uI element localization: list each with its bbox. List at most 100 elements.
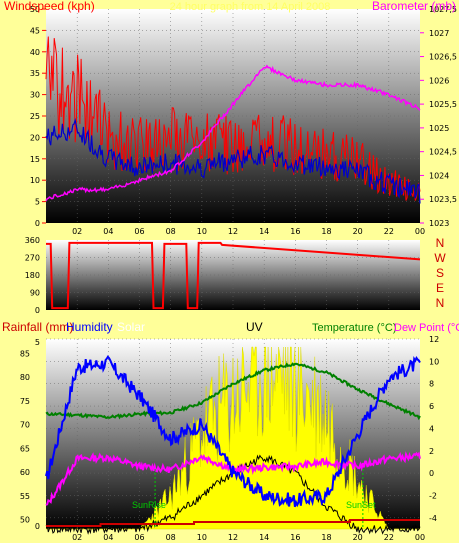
humidity-title: Humidity	[66, 320, 113, 334]
rainfall-title: Rainfall (mm)	[2, 320, 73, 334]
direction-series	[46, 241, 421, 310]
humidity-tick-label: 85	[20, 349, 30, 358]
humidity-axis: 50 55 60 65 70 75 80 85	[20, 349, 30, 524]
humidity-tick-label: 50	[20, 516, 30, 525]
bottom-time-tick-label: 04	[103, 533, 113, 542]
wind-average-line	[45, 117, 421, 204]
bottom-time-tick-label: 22	[384, 533, 394, 542]
barometer-tick-label: 1026	[429, 76, 449, 85]
humidity-tick-label: 70	[20, 421, 30, 430]
temperature-tick-label: -2	[429, 491, 437, 500]
rainfall-axis: 05	[35, 338, 40, 531]
top-time-tick-label: 18	[321, 227, 331, 236]
barometer-line	[45, 64, 421, 202]
temperature-tick-label: 2	[429, 447, 434, 456]
dewpoint-title: Dew Point (°C)	[394, 322, 459, 334]
temperature-tick-label: 8	[429, 380, 434, 389]
barometer-tick-label: 1026,5	[429, 53, 457, 62]
bottom-time-tick-label: 16	[290, 533, 300, 542]
bottom-time-tick-label: 08	[166, 533, 176, 542]
bottom-time-tick-label: 10	[197, 533, 207, 542]
compass-label: E	[436, 281, 444, 295]
top-time-tick-label: 20	[353, 227, 363, 236]
barometer-tick-label: 1024	[429, 171, 449, 180]
direction-tick-label: 360	[25, 236, 40, 245]
compass-label: N	[436, 236, 445, 250]
humidity-tick-label: 60	[20, 468, 30, 477]
direction-axis: 0 90 180 270 360	[25, 236, 40, 315]
solar-title: Solar	[117, 320, 145, 334]
direction-tick-label: 0	[35, 306, 40, 315]
top-time-tick-label: 00	[415, 227, 425, 236]
bottom-time-tick-label: 00	[415, 533, 425, 542]
humidity-tick-label: 75	[20, 397, 30, 406]
top-time-tick-label: 22	[384, 227, 394, 236]
barometer-tick-label: 1027	[429, 29, 449, 38]
compass-label: S	[436, 266, 444, 280]
humidity-tick-label: 80	[20, 373, 30, 382]
top-time-axis: 02 04 06 08 10 12 14 16 18 20 22 00	[72, 227, 425, 236]
windspeed-tick-label: 20	[30, 133, 40, 142]
direction-plot-area	[46, 240, 420, 310]
rainfall-tick-label: 0	[35, 522, 40, 531]
windspeed-tick-label: 15	[30, 155, 40, 164]
top-time-tick-label: 10	[197, 227, 207, 236]
windspeed-tick-label: 40	[30, 48, 40, 57]
temperature-tick-label: -4	[429, 514, 437, 523]
direction-tick-label: 180	[25, 271, 40, 280]
bottom-time-tick-label: 02	[72, 533, 82, 542]
top-time-tick-label: 16	[290, 227, 300, 236]
compass-label: W	[434, 251, 446, 265]
top-time-tick-label: 08	[166, 227, 176, 236]
temperature-tick-label: 10	[429, 357, 439, 366]
top-time-tick-label: 12	[228, 227, 238, 236]
bottom-time-tick-label: 20	[353, 533, 363, 542]
top-time-tick-label: 02	[72, 227, 82, 236]
windspeed-axis: 0 5 10 15 20 25 30 35 40 45 50	[30, 5, 46, 228]
barometer-tick-label: 1027,5	[429, 5, 457, 14]
direction-tick-label: 270	[25, 254, 40, 263]
windspeed-tick-label: 45	[30, 26, 40, 35]
temperature-title: Temperature (°C)	[312, 322, 396, 334]
barometer-tick-label: 1025	[429, 124, 449, 133]
direction-tick-label: 90	[30, 289, 40, 298]
climate-series	[45, 346, 421, 535]
bottom-time-tick-label: 18	[321, 533, 331, 542]
rainfall-line	[46, 519, 420, 527]
bottom-time-axis: 02 04 06 08 10 12 14 16 18 20 22 00	[72, 533, 425, 542]
temperature-line	[45, 362, 421, 421]
windspeed-tick-label: 35	[30, 69, 40, 78]
bottom-time-tick-label: 12	[228, 533, 238, 542]
bottom-time-tick-label: 06	[134, 533, 144, 542]
barometer-tick-label: 1025,5	[429, 100, 457, 109]
barometer-tick-label: 1023	[429, 219, 449, 228]
wind-series	[45, 36, 421, 204]
humidity-tick-label: 55	[20, 492, 30, 501]
windspeed-tick-label: 0	[35, 219, 40, 228]
wind-plot-area	[46, 9, 420, 223]
barometer-tick-label: 1023,5	[429, 195, 457, 204]
barometer-tick-label: 1024,5	[429, 148, 457, 157]
uv-title: UV	[246, 320, 263, 334]
sunset-label: SunSet	[346, 500, 376, 510]
top-time-tick-label: 04	[103, 227, 113, 236]
compass-label: N	[436, 296, 445, 310]
rainfall-tick-label: 5	[35, 338, 40, 347]
temperature-tick-label: 6	[429, 402, 434, 411]
temperature-tick-label: 4	[429, 424, 434, 433]
top-time-tick-label: 06	[134, 227, 144, 236]
sunrise-label: SunRise	[132, 500, 166, 510]
barometer-title: Barometer (mb)	[372, 0, 456, 13]
humidity-line	[45, 355, 421, 508]
windspeed-tick-label: 25	[30, 112, 40, 121]
barometer-axis: 1023 1023,5 1024 1024,5 1025 1025,5 1026 1026,5…	[420, 5, 457, 228]
top-time-tick-label: 14	[259, 227, 269, 236]
bottom-time-tick-label: 14	[259, 533, 269, 542]
windspeed-tick-label: 50	[30, 5, 40, 14]
temperature-tick-label: 0	[429, 469, 434, 478]
temperature-axis: -4 -2 0 2 4 6 8 10 12	[429, 335, 439, 523]
windspeed-tick-label: 5	[35, 198, 40, 207]
wind-direction-line	[46, 241, 421, 310]
